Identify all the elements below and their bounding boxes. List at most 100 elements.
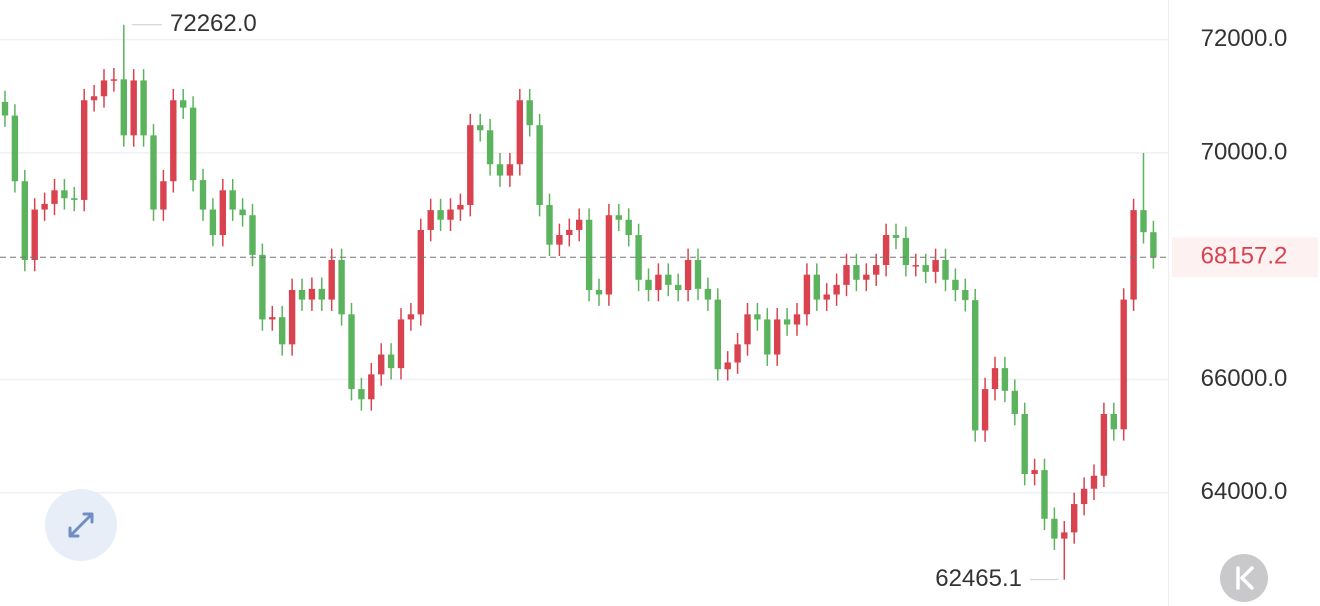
candle-body — [516, 100, 523, 165]
candle-body — [882, 235, 890, 266]
candle-body — [1011, 390, 1018, 415]
candle-body — [120, 79, 127, 136]
candle-body — [922, 265, 929, 272]
candle-body — [873, 265, 880, 275]
high-annotation: 72262.0 — [170, 10, 257, 37]
candle-body — [368, 374, 375, 400]
candle-body — [1041, 470, 1048, 519]
low-annotation: 62465.1 — [935, 565, 1022, 592]
candle-body — [605, 215, 613, 295]
candle-body — [566, 229, 573, 236]
candle-body — [1021, 414, 1028, 475]
candle-body — [843, 265, 850, 285]
candle-body — [397, 319, 405, 369]
candle-body — [615, 215, 622, 220]
candle-body — [991, 368, 999, 390]
candle-body — [774, 319, 781, 355]
reset-button[interactable] — [1220, 554, 1268, 602]
candle-body — [1120, 299, 1127, 430]
candle-body — [269, 317, 276, 320]
candle-body — [328, 259, 335, 300]
candle-body — [744, 314, 751, 345]
candle-body — [90, 96, 98, 101]
candle-body — [140, 80, 147, 136]
candle-body — [912, 265, 919, 267]
candle-body — [229, 190, 236, 210]
candle-body — [595, 289, 603, 295]
candle-body — [902, 237, 910, 266]
candle-body — [239, 209, 246, 216]
candle-body — [803, 274, 811, 315]
candle-body — [447, 209, 454, 220]
candle-body — [981, 389, 989, 431]
candle-body — [358, 389, 365, 400]
candle-body — [892, 235, 900, 238]
reset-icon — [1236, 566, 1254, 590]
candle-body — [61, 190, 68, 199]
last-price-label: 68157.2 — [1201, 243, 1288, 270]
candle-body — [1110, 414, 1117, 430]
candle-body — [714, 299, 721, 370]
candle-body — [1071, 504, 1078, 533]
candle-body — [813, 274, 820, 300]
candle-body — [407, 314, 415, 320]
expand-icon — [68, 512, 94, 538]
candle-body — [417, 229, 424, 315]
candle-body — [41, 203, 48, 210]
candle-body — [863, 274, 870, 280]
candle-body — [1001, 368, 1009, 391]
candle-body — [318, 288, 325, 300]
candle-body — [1031, 470, 1038, 475]
candle-body — [150, 135, 157, 210]
candle-body — [308, 288, 316, 300]
candle-body — [704, 288, 712, 300]
candle-body — [853, 265, 860, 280]
y-tick-label: 66000.0 — [1201, 365, 1288, 392]
candle-body — [1150, 232, 1157, 258]
candle-body — [486, 130, 494, 165]
candle-body — [972, 300, 979, 431]
candle-body — [387, 354, 395, 369]
candle-body — [962, 289, 969, 301]
candle-body — [536, 125, 543, 206]
candle-body — [288, 289, 296, 345]
candle-body — [576, 219, 583, 230]
candle-body — [71, 198, 78, 200]
candle-body — [1140, 210, 1147, 233]
candle-body — [427, 210, 434, 230]
candle-body — [209, 209, 217, 236]
candle-body — [11, 115, 19, 182]
candle-body — [249, 215, 256, 255]
candle-body — [21, 181, 28, 260]
candle-body — [625, 219, 632, 236]
candle-body — [526, 100, 533, 126]
candle-body — [556, 235, 563, 245]
overlay: 68157.2 72262.0 62465.1 — [0, 10, 1318, 592]
candle-body — [764, 319, 771, 355]
candle-body — [1, 101, 9, 116]
last-price-label-bg — [1172, 237, 1318, 278]
candle-body — [645, 279, 652, 290]
candle-body — [259, 254, 266, 320]
candle-body — [467, 125, 474, 206]
candle-body — [496, 164, 504, 176]
candle-body — [180, 100, 187, 108]
candle-body — [833, 284, 840, 295]
candle-body — [694, 259, 702, 289]
candle-body — [378, 354, 385, 375]
candle-body — [783, 319, 791, 325]
candle-body — [635, 235, 642, 280]
candle-body — [457, 205, 464, 210]
candle-body — [189, 107, 197, 181]
expand-button[interactable] — [45, 489, 117, 561]
y-tick-label: 72000.0 — [1201, 25, 1288, 52]
candle-body — [160, 181, 167, 210]
candle-body — [793, 314, 801, 325]
candle-body — [338, 259, 345, 315]
candle-body — [724, 362, 731, 370]
candle-body — [734, 344, 741, 363]
candle-body — [665, 274, 672, 285]
candle-body — [754, 314, 761, 320]
